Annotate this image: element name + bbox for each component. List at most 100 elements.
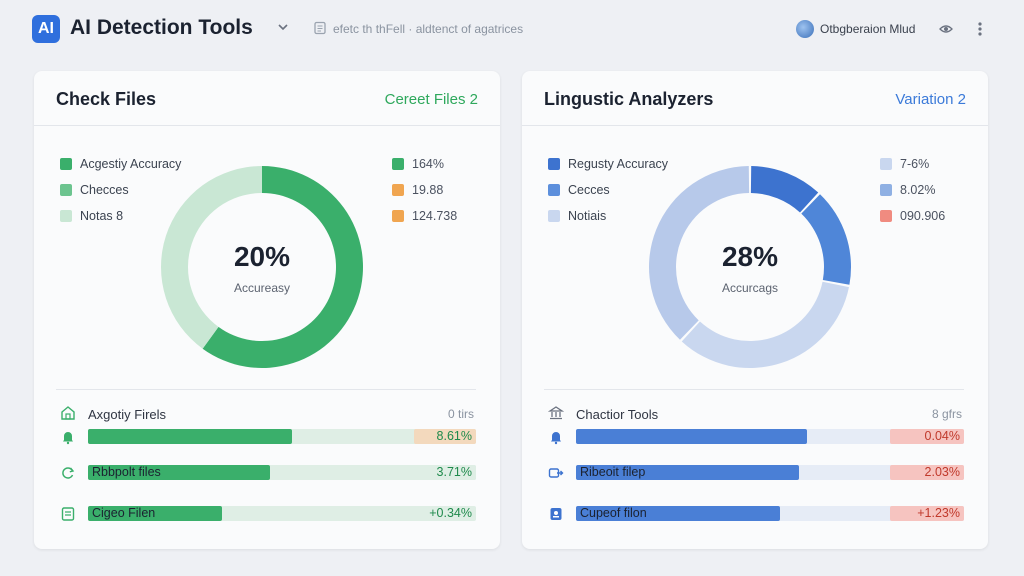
metric-values: 7-6% 8.02% 090.906 (880, 151, 945, 229)
donut-segment (681, 281, 849, 368)
metric-value-text: 19.88 (412, 183, 444, 197)
row-value: +1.23% (917, 506, 960, 520)
breadcrumb[interactable]: efetc th thFell · aldtenct of agatrices (333, 22, 524, 36)
row-value: +0.34% (429, 506, 472, 520)
table-row[interactable]: 8.61% (88, 429, 476, 444)
legend-label: Cecces (568, 183, 610, 197)
more-vertical-icon[interactable] (974, 20, 986, 38)
legend-swatch (548, 184, 560, 196)
chevron-down-icon[interactable] (276, 20, 290, 34)
legend-item: Checces (60, 177, 181, 203)
card-header: Check Files Cereet Files 2 (34, 71, 500, 126)
accuracy-donut-chart (161, 166, 364, 368)
legend-label: Notas 8 (80, 209, 124, 223)
app-logo[interactable]: AI (32, 15, 60, 43)
row-label: Cigeo Filen (92, 506, 156, 520)
legend-label: Notiais (568, 209, 607, 223)
donut-segment (202, 166, 364, 368)
metric-value-text: 124.738 (412, 209, 458, 223)
row-value: 2.03% (924, 465, 960, 479)
refresh-icon (62, 467, 75, 479)
progress-fill (576, 465, 800, 480)
linguistic-analyzers-card: Lingustic Analyzers Variation 2 Regusty … (522, 71, 988, 549)
bell-icon (551, 432, 561, 445)
list-heading: Chactior Tools (576, 407, 659, 422)
donut-center-label: Accureasy (233, 281, 291, 295)
legend-label: Checces (80, 183, 129, 197)
table-row[interactable]: Cigeo Filen +0.34% (88, 506, 476, 521)
metric-value-text: 164% (412, 157, 444, 171)
metric-value: 7-6% (880, 151, 945, 177)
card-header-link[interactable]: Variation 2 (895, 91, 966, 108)
legend-item: Cecces (548, 177, 668, 203)
app-title: AI Detection Tools (70, 16, 253, 39)
donut-center-label: Accurcags (721, 281, 779, 295)
user-name[interactable]: Otbgberaion Mlud (820, 22, 916, 36)
metric-swatch (392, 184, 404, 196)
share-icon (548, 468, 564, 478)
metric-values: 164% 19.88 124.738 (392, 151, 457, 229)
divider (56, 389, 476, 390)
bell-icon (63, 432, 73, 445)
metric-value: 164% (392, 151, 457, 177)
progress-fill (88, 465, 271, 480)
table-row[interactable]: Cupeof filon +1.23% (576, 506, 964, 521)
legend-item: Regusty Accuracy (548, 151, 668, 177)
table-row[interactable]: 0.04% (576, 429, 964, 444)
legend-swatch (60, 210, 72, 222)
donut-segment (801, 194, 851, 285)
legend-swatch (548, 158, 560, 170)
chart-legend: Acgestiy Accuracy Checces Notas 8 (60, 151, 181, 229)
card-header: Lingustic Analyzers Variation 2 (522, 71, 988, 126)
progress-end (890, 429, 964, 444)
home-icon (61, 406, 75, 420)
table-row[interactable]: Rbbpolt files 3.71% (88, 465, 476, 480)
metric-swatch (392, 158, 404, 170)
legend-item: Notas 8 (60, 203, 181, 229)
card-header-link[interactable]: Cereet Files 2 (384, 91, 478, 108)
metric-swatch (880, 184, 892, 196)
list-count: 0 tirs (447, 407, 474, 421)
row-label: Cupeof filon (580, 506, 647, 520)
legend-item: Notiais (548, 203, 668, 229)
legend-label: Regusty Accuracy (568, 157, 669, 171)
metric-value-text: 7-6% (900, 157, 930, 171)
metric-value: 090.906 (880, 203, 945, 229)
metric-value: 8.02% (880, 177, 945, 203)
donut-segment (161, 166, 262, 349)
eye-icon[interactable] (939, 22, 953, 36)
metric-swatch (880, 158, 892, 170)
progress-fill (88, 506, 222, 521)
progress-fill (88, 429, 292, 444)
donut-center-value: 20% (233, 241, 291, 272)
file-icon (61, 507, 75, 521)
progress-fill (576, 506, 780, 521)
table-row[interactable]: Ribeoit filep 2.03% (576, 465, 964, 480)
metric-value: 124.738 (392, 203, 457, 229)
progress-end (890, 465, 964, 480)
progress-end (890, 506, 964, 521)
document-icon (314, 21, 326, 35)
divider (544, 389, 964, 390)
legend-swatch (548, 210, 560, 222)
donut-segment (649, 166, 750, 340)
donut-segment (750, 166, 819, 213)
row-value: 0.04% (924, 429, 960, 443)
file-icon (550, 508, 562, 520)
row-label: Rbbpolt files (92, 465, 161, 479)
card-title: Check Files (56, 89, 157, 109)
row-label: Ribeoit filep (580, 465, 646, 479)
list-count: 8 gfrs (931, 407, 962, 421)
metric-value-text: 8.02% (900, 183, 936, 197)
metric-value: 19.88 (392, 177, 457, 203)
progress-end (406, 465, 476, 480)
legend-label: Acgestiy Accuracy (80, 157, 182, 171)
avatar[interactable] (796, 20, 814, 38)
check-files-card: Check Files Cereet Files 2 Acgestiy Accu… (34, 71, 500, 549)
bank-icon (548, 406, 564, 420)
chart-legend: Regusty Accuracy Cecces Notiais (548, 151, 668, 229)
card-title: Lingustic Analyzers (544, 89, 714, 109)
list-heading: Axgotiy Firels (88, 407, 167, 422)
legend-swatch (60, 158, 72, 170)
donut-center-value: 28% (721, 241, 779, 272)
